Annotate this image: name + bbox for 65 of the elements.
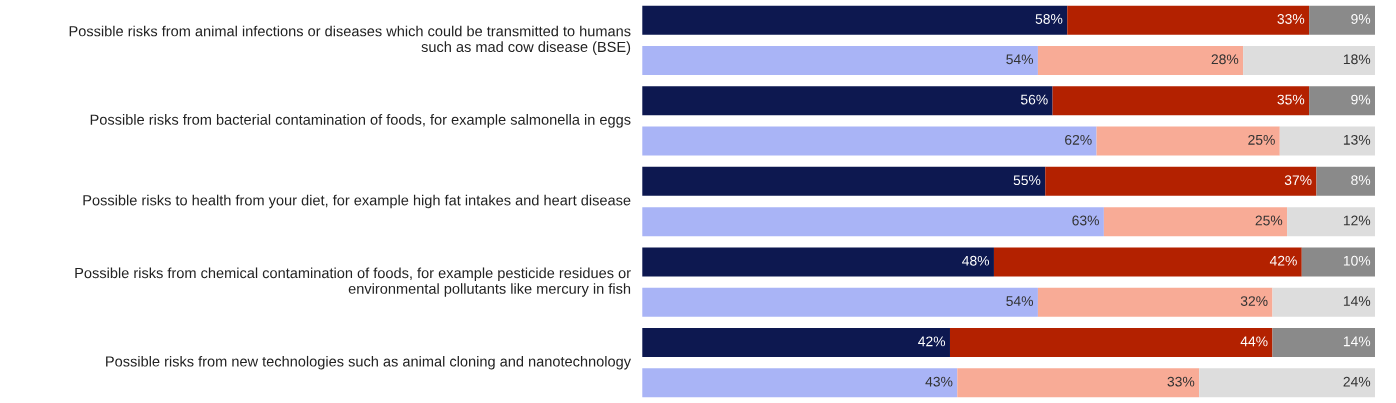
bar — [1287, 207, 1376, 237]
bar — [1037, 287, 1273, 317]
data-label: 25% — [1248, 134, 1275, 145]
data-label: 9% — [1351, 14, 1371, 24]
bar — [1272, 328, 1376, 358]
y-tick-label: Possible risks to health from your diet, for example high fat intakes and heart disease — [83, 194, 631, 209]
data-label: 56% — [1020, 94, 1048, 105]
bar — [642, 166, 1046, 196]
data-label: 9% — [1351, 94, 1371, 105]
data-label: 42% — [918, 336, 946, 347]
bar — [642, 126, 1097, 156]
bar — [642, 207, 1104, 237]
bar — [1067, 5, 1310, 35]
y-tick-label: Possible risks from bacterial contamination of foods, for example salmonella in eggs — [90, 114, 631, 128]
data-label: 42% — [1269, 255, 1297, 266]
bar — [1037, 45, 1244, 75]
bar — [642, 86, 1053, 116]
data-label: 28% — [1211, 54, 1239, 65]
bar — [642, 287, 1038, 317]
data-label: 33% — [1167, 376, 1195, 387]
data-label: 63% — [1072, 215, 1099, 226]
bar — [1199, 368, 1376, 398]
data-label: 24% — [1343, 376, 1371, 387]
bar — [1052, 86, 1310, 116]
data-label: 48% — [962, 255, 990, 266]
data-label: 54% — [1006, 296, 1034, 306]
data-label: 37% — [1284, 175, 1312, 186]
bar — [1279, 126, 1376, 156]
y-tick-label: Possible risks from new technologies such as animal cloning and nanotechnology — [106, 355, 631, 370]
data-label: 58% — [1035, 14, 1063, 24]
data-label: 14% — [1343, 296, 1371, 306]
data-label: 35% — [1277, 94, 1305, 105]
bar — [642, 328, 950, 358]
bar — [1316, 166, 1376, 196]
bar — [993, 247, 1302, 277]
bar — [1309, 5, 1376, 35]
bar — [642, 247, 994, 277]
bar — [642, 5, 1068, 35]
data-label: 55% — [1013, 175, 1041, 186]
data-label: 25% — [1255, 215, 1283, 226]
bar — [1309, 86, 1376, 116]
bar — [1272, 287, 1376, 317]
data-label: 32% — [1240, 296, 1268, 306]
bar — [1103, 207, 1288, 237]
bar — [642, 45, 1038, 75]
data-label: 10% — [1343, 255, 1371, 266]
bar — [957, 368, 1200, 398]
data-label: 43% — [925, 376, 953, 387]
bar — [949, 328, 1273, 358]
data-label: 13% — [1343, 134, 1371, 145]
bar — [1045, 166, 1317, 196]
data-label: 12% — [1343, 215, 1371, 226]
data-label: 54% — [1006, 54, 1034, 65]
data-label: 44% — [1240, 336, 1268, 347]
data-label: 33% — [1277, 14, 1305, 24]
y-tick-label: Possible risks from animal infections or diseases which could be transmitted to humans such as mad cow disease (BSE) — [69, 25, 631, 55]
bar — [1243, 45, 1376, 75]
data-label: 62% — [1065, 134, 1092, 145]
data-label: 8% — [1351, 175, 1371, 186]
bar — [1096, 126, 1280, 156]
data-label: 14% — [1343, 336, 1371, 347]
y-tick-label: Possible risks from chemical contamination of foods, for example pesticide residues or environmental pollutants like mercury in fish — [75, 267, 631, 297]
bar — [642, 368, 958, 398]
data-label: 18% — [1343, 54, 1371, 65]
bar — [1301, 247, 1376, 277]
